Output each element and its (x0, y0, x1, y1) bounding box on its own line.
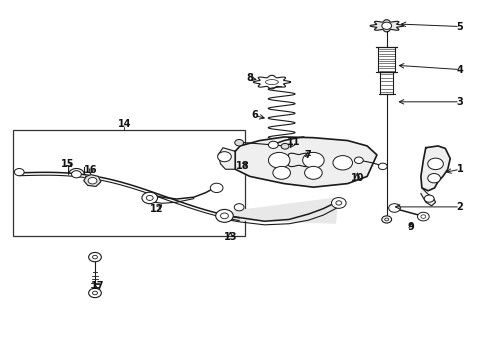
Text: 7: 7 (304, 150, 311, 160)
Circle shape (93, 291, 98, 295)
Text: 8: 8 (246, 73, 253, 83)
Circle shape (417, 212, 429, 221)
Circle shape (210, 183, 223, 193)
Circle shape (336, 201, 342, 205)
Text: 1: 1 (457, 164, 464, 174)
Bar (13, 130, 245, 235)
Circle shape (428, 174, 441, 183)
Circle shape (428, 158, 443, 170)
Circle shape (389, 204, 400, 212)
Circle shape (235, 139, 244, 146)
Polygon shape (370, 20, 403, 32)
Polygon shape (235, 137, 377, 187)
Circle shape (281, 143, 289, 149)
Circle shape (72, 171, 81, 178)
Circle shape (303, 152, 324, 168)
Circle shape (88, 177, 97, 184)
Circle shape (234, 204, 244, 211)
Polygon shape (218, 148, 235, 169)
Text: 15: 15 (61, 159, 75, 169)
Circle shape (378, 163, 387, 170)
Text: 6: 6 (251, 111, 258, 121)
Text: 5: 5 (457, 22, 464, 32)
Text: 12: 12 (150, 204, 164, 215)
Circle shape (269, 141, 278, 148)
Circle shape (424, 195, 434, 202)
Circle shape (331, 198, 346, 208)
Text: 18: 18 (236, 161, 249, 171)
Circle shape (354, 157, 363, 163)
Text: 2: 2 (457, 202, 464, 212)
Polygon shape (421, 146, 450, 191)
Bar (380, 72, 393, 94)
Circle shape (147, 195, 153, 201)
Circle shape (421, 215, 426, 219)
Text: 10: 10 (351, 173, 364, 183)
Circle shape (269, 152, 290, 168)
Circle shape (142, 192, 158, 204)
Text: 14: 14 (118, 120, 131, 129)
Circle shape (216, 210, 233, 222)
Text: 3: 3 (457, 97, 464, 107)
Circle shape (93, 255, 98, 259)
Text: 9: 9 (408, 222, 415, 232)
Circle shape (273, 166, 291, 179)
Circle shape (333, 156, 352, 170)
Bar (378, 47, 395, 72)
Text: 13: 13 (223, 232, 237, 242)
Polygon shape (421, 188, 436, 206)
Text: 4: 4 (457, 64, 464, 75)
Circle shape (382, 216, 392, 223)
Text: 17: 17 (91, 281, 104, 291)
Text: 11: 11 (287, 138, 300, 147)
Circle shape (385, 218, 389, 221)
Circle shape (14, 168, 24, 176)
Circle shape (382, 22, 392, 30)
Circle shape (305, 166, 322, 179)
Circle shape (220, 213, 228, 219)
Circle shape (89, 252, 101, 262)
Polygon shape (84, 175, 101, 186)
Text: 16: 16 (84, 165, 98, 175)
Polygon shape (223, 198, 338, 223)
Circle shape (218, 152, 231, 162)
Circle shape (89, 288, 101, 298)
